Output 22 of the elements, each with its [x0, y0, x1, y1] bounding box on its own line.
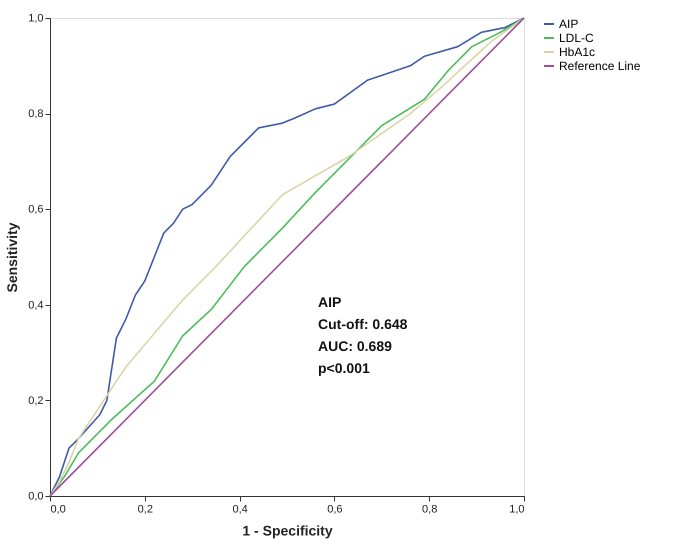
y-tick-label: 0,2 — [28, 394, 44, 407]
annotation: Cut-off: 0.648 — [318, 316, 408, 332]
legend-label: AIP — [559, 17, 578, 31]
x-tick-label: 0,4 — [232, 504, 248, 516]
x-tick-label: 0,6 — [327, 504, 343, 516]
y-tick-label: 0,0 — [28, 490, 44, 502]
y-tick-label: 1,0 — [28, 12, 44, 24]
x-tick-label: 0,2 — [138, 504, 153, 516]
legend-label: LDL-C — [559, 31, 594, 45]
y-tick-label: 0,4 — [28, 299, 44, 312]
annotation: p<0.001 — [318, 360, 370, 376]
legend-label: HbA1c — [559, 45, 596, 59]
annotation: AUC: 0.689 — [318, 338, 392, 354]
y-axis-title: Sensitivity — [4, 222, 20, 293]
y-tick-label: 0,6 — [28, 204, 44, 216]
annotation: AIP — [318, 294, 342, 310]
x-axis-title: 1 - Specificity — [242, 522, 333, 538]
x-tick-label: 1,0 — [509, 504, 524, 516]
y-tick-label: 0,8 — [28, 108, 44, 120]
legend-label: Reference Line — [559, 59, 641, 73]
x-tick-label: 0,0 — [50, 504, 66, 516]
x-tick-label: 0,8 — [422, 504, 438, 516]
